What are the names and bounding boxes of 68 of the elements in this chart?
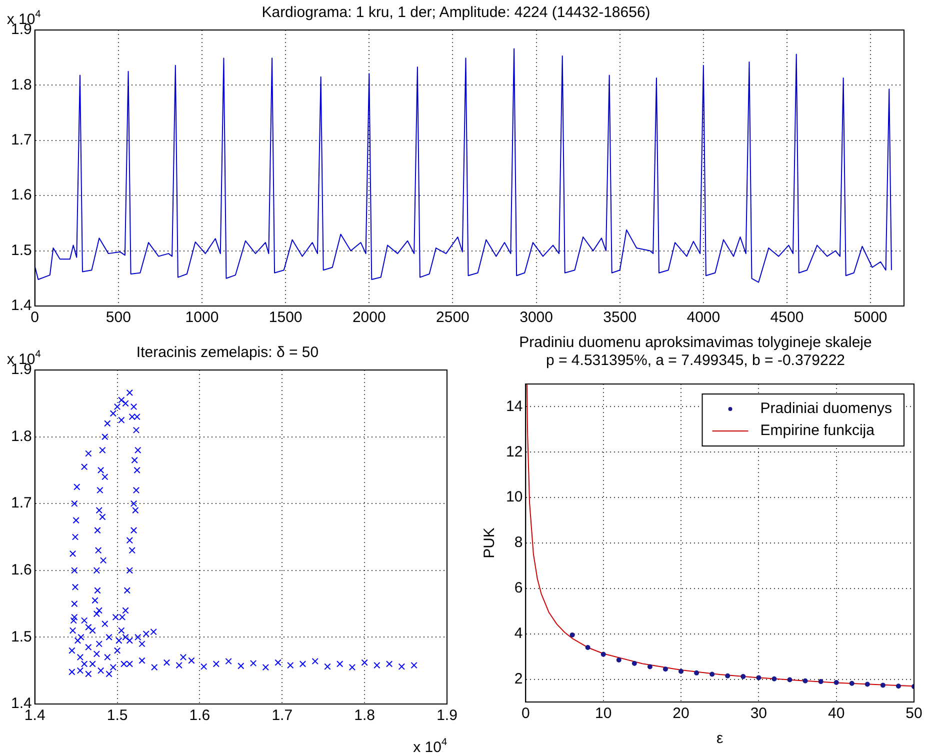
y-tick-label: 1.8	[10, 76, 32, 94]
x-tick-label: 2000	[352, 309, 386, 326]
point	[725, 673, 730, 678]
legend-label: Empirine funkcija	[760, 422, 876, 440]
point	[880, 682, 886, 688]
x-tick-label: 30	[750, 705, 768, 722]
x-tick-label: 10	[595, 705, 612, 722]
y-tick-label: 1.7	[10, 132, 32, 149]
point	[896, 684, 901, 689]
x-tick-label: 500	[106, 309, 131, 326]
chart-subtitle: p = 4.531395%, a = 7.499345, b = -0.379222	[546, 352, 846, 370]
point	[834, 680, 839, 685]
x-tick-label: 3500	[603, 309, 637, 326]
legend-label: Pradiniai duomenys	[760, 400, 892, 418]
x-tick-label: 1.8	[354, 707, 375, 724]
x-tick-label: 1500	[268, 309, 302, 326]
point	[616, 657, 622, 662]
x-tick-label: 4000	[686, 309, 720, 326]
point	[647, 664, 652, 670]
point	[662, 666, 668, 672]
x-tick-label: 1.5	[106, 707, 128, 724]
chart-title: Iteracinis zemelapis: δ = 50	[136, 344, 319, 362]
point	[740, 674, 746, 680]
x-tick-label: 2500	[436, 309, 470, 326]
point	[849, 680, 854, 686]
y-tick-label: 1.8	[10, 428, 32, 445]
point	[787, 677, 792, 682]
point	[678, 668, 684, 674]
y-axis-title: PUK	[481, 528, 498, 558]
point	[694, 670, 700, 676]
y-tick-label: 12	[506, 443, 523, 460]
x-tick-label: 50	[906, 705, 922, 722]
y-tick-label: 6	[514, 580, 523, 597]
point	[632, 660, 637, 666]
x-tick-label: 4500	[770, 309, 804, 326]
x-tick-label: 0	[30, 309, 40, 326]
point	[756, 675, 762, 680]
y-tick-label: 10	[506, 488, 523, 506]
point	[818, 679, 824, 684]
x-tick-label: 1.6	[189, 707, 210, 724]
point	[710, 672, 715, 677]
x-tick-label: 3000	[520, 309, 553, 326]
y-tick-label: 1.4	[10, 297, 32, 314]
x-tick-label: 40	[828, 705, 845, 722]
x-tick-label: 1.9	[436, 707, 458, 724]
x-tick-label: 1.7	[272, 707, 293, 724]
y-tick-label: 8	[514, 534, 523, 552]
y-tick-label: 1.6	[10, 186, 32, 204]
x-tick-label: 5000	[854, 309, 888, 326]
x-axis-title: ε	[716, 730, 724, 748]
x-tick-label: 20	[672, 705, 690, 722]
point	[600, 652, 606, 657]
point	[570, 632, 575, 638]
y-tick-label: 1.5	[10, 628, 32, 646]
y-tick-label: 1.7	[10, 494, 32, 512]
point	[864, 682, 870, 687]
y-tick-label: 4	[514, 625, 523, 642]
y-tick-label: 14	[506, 398, 523, 415]
chart-title: Kardiograma: 1 kru, 1 der; Amplitude: 4224 (14432-18656)	[262, 4, 650, 22]
y-tick-label: 2	[514, 670, 523, 688]
chart-title: Pradiniu duomenu aproksimavimas tolygineje skaleje	[519, 334, 872, 352]
point	[772, 676, 777, 682]
x-tick-label: 0	[522, 705, 530, 722]
point	[802, 678, 808, 684]
y-tick-label: 1.5	[10, 242, 32, 259]
x-tick-label: 1000	[185, 309, 219, 326]
point	[585, 644, 590, 650]
y-tick-label: 1.6	[10, 562, 32, 579]
